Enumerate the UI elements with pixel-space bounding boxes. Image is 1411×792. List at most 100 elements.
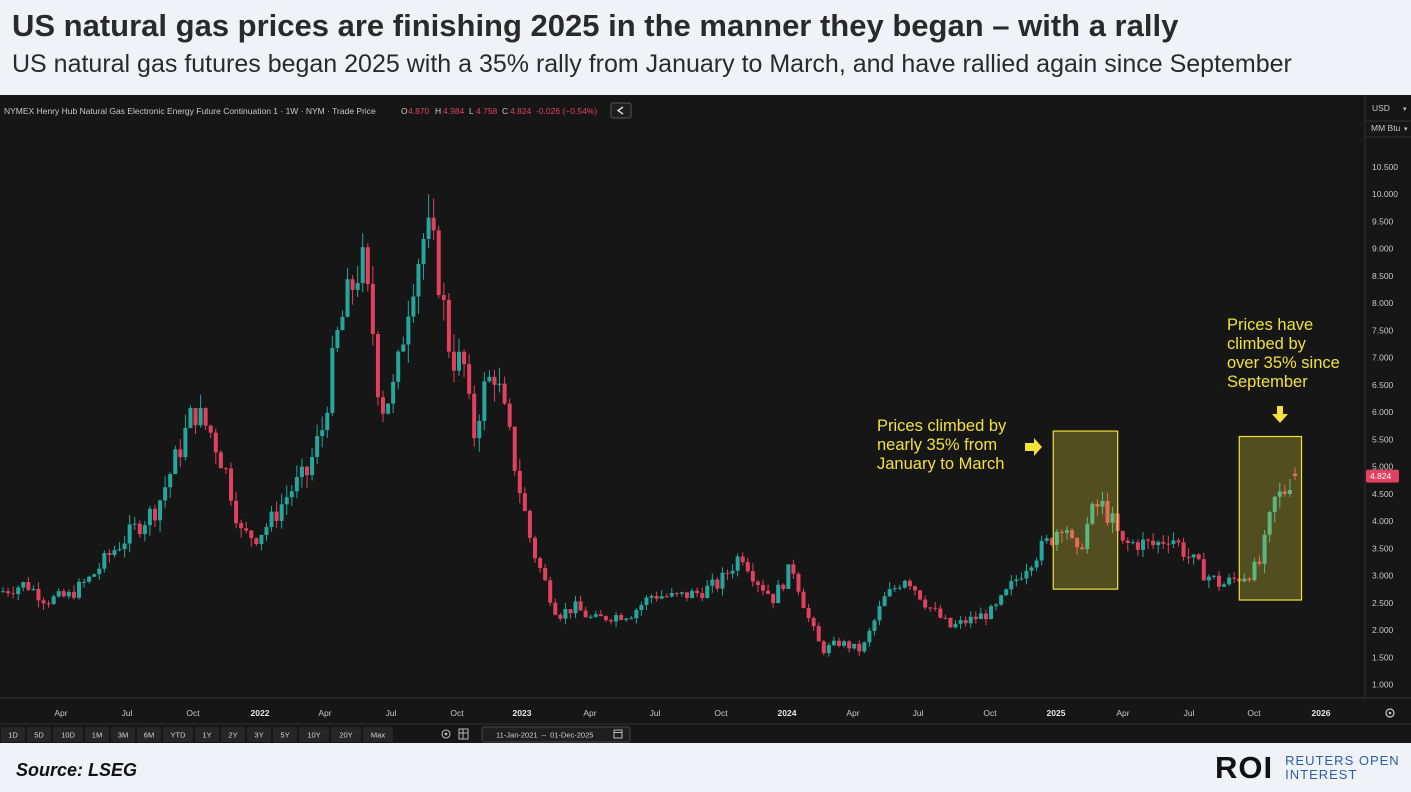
candle (381, 390, 385, 423)
axis-settings-button[interactable] (1385, 708, 1395, 718)
calendar-icon (613, 729, 623, 739)
time-axis-label: Oct (186, 708, 200, 718)
range-button-2y[interactable]: 2Y (221, 727, 245, 742)
candle (41, 597, 46, 610)
currency-selector[interactable]: USD (1372, 103, 1390, 113)
candle (77, 578, 81, 600)
time-axis-label: Jul (122, 708, 133, 718)
range-button-20y[interactable]: 20Y (331, 727, 361, 742)
candle (269, 505, 274, 532)
range-button-1y[interactable]: 1Y (195, 727, 219, 742)
candle (837, 637, 841, 648)
candle (294, 465, 299, 499)
range-button-5d[interactable]: 5D (27, 727, 51, 742)
candle (137, 520, 142, 538)
chart-panel[interactable]: NYMEX Henry Hub Natural Gas Electronic E… (0, 95, 1411, 743)
candle (6, 587, 11, 597)
candle (193, 407, 198, 434)
range-button-5y[interactable]: 5Y (273, 727, 297, 742)
candle (973, 611, 978, 624)
data-table-button[interactable] (458, 728, 469, 740)
range-button-10y[interactable]: 10Y (299, 727, 329, 742)
price-tick-label: 9.500 (1372, 216, 1394, 226)
low-value: 4.758 (476, 106, 498, 116)
candle (1282, 484, 1287, 497)
price-tick-label: 6.000 (1372, 407, 1394, 417)
candle (907, 578, 912, 591)
range-button-6m[interactable]: 6M (137, 727, 161, 742)
candle (994, 602, 999, 611)
collapse-legend-button[interactable] (610, 102, 632, 119)
time-axis-label: 2025 (1047, 708, 1066, 718)
candle (299, 458, 304, 488)
candle (1201, 552, 1206, 581)
candle (87, 575, 92, 584)
candle (330, 335, 335, 416)
annotation-since-september: Prices have climbed by over 35% since Se… (1227, 316, 1340, 423)
candle (761, 579, 765, 596)
candle (624, 617, 629, 622)
candle (1166, 535, 1171, 554)
candle (573, 595, 578, 619)
candle (771, 593, 776, 609)
price-chart[interactable]: NYMEX Henry Hub Natural Gas Electronic E… (0, 95, 1411, 743)
candle (198, 394, 203, 428)
annotation-right-line-3: over 35% since (1227, 354, 1340, 372)
candle (1125, 537, 1130, 552)
target-icon (441, 729, 451, 739)
candle (614, 611, 619, 628)
candle (1, 587, 5, 593)
candle (426, 194, 431, 249)
range-button-10d[interactable]: 10D (53, 727, 83, 742)
candle (218, 450, 223, 469)
candle (649, 594, 654, 604)
annotation-left-line-1: Prices climbed by (877, 417, 1007, 435)
chart-symbol: NYMEX Henry Hub Natural Gas Electronic E… (4, 106, 376, 116)
time-axis-label: Jul (650, 708, 661, 718)
candle (989, 604, 993, 620)
range-button-label: 1D (8, 731, 18, 740)
range-button-1d[interactable]: 1D (1, 727, 25, 742)
candle (1181, 537, 1186, 561)
candle (806, 603, 811, 623)
candle (1130, 539, 1135, 545)
candle (421, 233, 426, 280)
range-button-ytd[interactable]: YTD (163, 727, 193, 742)
range-button-1m[interactable]: 1M (85, 727, 109, 742)
candle (431, 198, 436, 241)
candle (1059, 529, 1064, 543)
candle (842, 639, 847, 648)
candle (335, 326, 340, 352)
range-button-max[interactable]: Max (363, 727, 393, 742)
candle (1257, 555, 1262, 567)
unit-selector[interactable]: MM Btu (1371, 123, 1401, 133)
candle (826, 642, 831, 657)
candle (360, 233, 365, 293)
candle (1049, 537, 1054, 547)
candle (411, 284, 416, 323)
time-axis-label: Oct (714, 708, 728, 718)
highlight-box (1238, 435, 1303, 601)
candle (1029, 565, 1034, 577)
price-tick-label: 4.500 (1372, 489, 1394, 499)
candle (1085, 516, 1090, 554)
annotation-right-line-2: climbed by (1227, 335, 1307, 353)
price-tick-label: 1.500 (1372, 652, 1394, 662)
candle (117, 541, 122, 552)
date-range-picker[interactable]: 11-Jan-2021 – 01-Dec-2025 (481, 726, 631, 743)
arrow-down-icon (1272, 406, 1288, 423)
candle (1075, 537, 1080, 555)
highlight-box (1052, 430, 1119, 590)
range-button-label: 3Y (254, 731, 263, 740)
range-button-3y[interactable]: 3Y (247, 727, 271, 742)
compare-button[interactable] (441, 729, 451, 739)
candle (750, 563, 755, 587)
candle (609, 618, 613, 625)
candle (619, 612, 624, 621)
range-button-3m[interactable]: 3M (111, 727, 135, 742)
range-button-label: Max (371, 731, 385, 740)
time-axis-label: 2023 (513, 708, 532, 718)
candle (446, 293, 451, 358)
price-tick-label: 3.500 (1372, 543, 1394, 553)
candle (679, 591, 684, 597)
